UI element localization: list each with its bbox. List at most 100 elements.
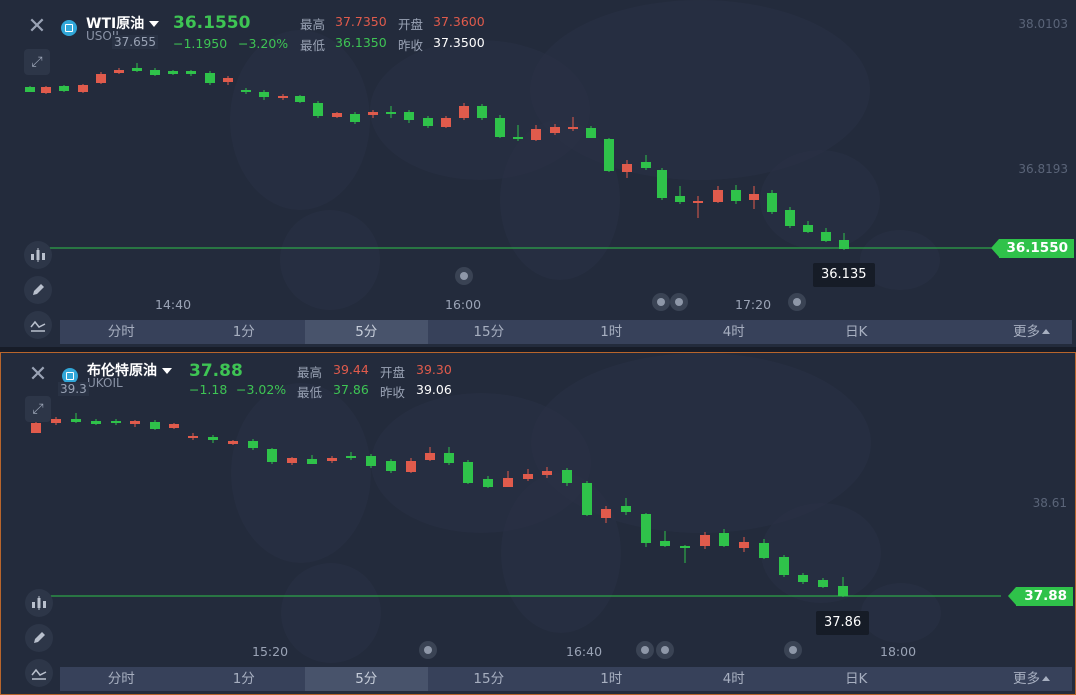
- event-marker-icon[interactable]: [670, 293, 688, 311]
- candlestick: [423, 116, 433, 128]
- candlestick: [803, 221, 813, 233]
- tab-1min[interactable]: 1分: [232, 671, 255, 687]
- event-marker-icon[interactable]: [784, 641, 802, 659]
- candlestick: [523, 469, 533, 481]
- indicator-icon[interactable]: [24, 311, 52, 339]
- draw-pencil-icon[interactable]: [24, 276, 52, 304]
- open-label: 开盘: [398, 17, 424, 32]
- symbol-logo-icon: [61, 20, 77, 36]
- candlestick: [483, 476, 493, 488]
- candlestick: [582, 481, 592, 516]
- tab-daily[interactable]: 日K: [845, 324, 868, 340]
- event-marker-icon[interactable]: [656, 641, 674, 659]
- candlestick: [287, 457, 297, 465]
- panel-divider: [0, 347, 1076, 352]
- chart-type-icon[interactable]: [25, 589, 53, 617]
- candlestick: [779, 555, 789, 577]
- tab-more[interactable]: 更多: [918, 667, 1073, 691]
- candlestick: [477, 104, 487, 120]
- prev-close-label: 昨收: [398, 38, 424, 53]
- event-marker-icon[interactable]: [652, 293, 670, 311]
- tab-1hour[interactable]: 1时: [600, 671, 623, 687]
- candlestick: [327, 456, 337, 463]
- candlestick: [731, 185, 741, 204]
- symbol-code: UKOIL: [87, 376, 123, 390]
- chart-panel-wti[interactable]: ✕ ⤢ WTI原油 USOIL 36.1550 −1.1950 −3.20% 最…: [0, 0, 1076, 347]
- candlestick: [386, 459, 396, 473]
- candlestick: [223, 76, 233, 85]
- tab-daily[interactable]: 日K: [845, 671, 868, 687]
- candlestick: [601, 506, 611, 523]
- candlestick: [59, 85, 69, 92]
- candlestick: [660, 531, 670, 547]
- tab-5min[interactable]: 5分: [305, 667, 428, 691]
- candlestick: [150, 68, 160, 76]
- candlestick: [150, 420, 160, 430]
- candlestick: [459, 103, 469, 120]
- candlestick-chart-brent[interactable]: [1, 353, 1075, 668]
- candlestick: [839, 233, 849, 250]
- tab-15min[interactable]: 15分: [473, 324, 505, 340]
- candlestick: [259, 90, 269, 100]
- draw-pencil-icon[interactable]: [25, 624, 53, 652]
- tab-5min[interactable]: 5分: [305, 320, 428, 344]
- high-label: 最高: [300, 17, 326, 32]
- candlestick: [425, 447, 435, 461]
- chart-type-icon[interactable]: [24, 241, 52, 269]
- world-map-background: [230, 0, 940, 310]
- current-price: 36.1550: [173, 13, 251, 33]
- candlestick: [91, 419, 101, 425]
- candlestick: [25, 86, 35, 92]
- tab-fenshi[interactable]: 分时: [107, 671, 135, 687]
- candlestick: [641, 155, 651, 170]
- timeframe-tabbar: 分时 1分 5分 15分 1时 4时 日K 更多: [60, 667, 1072, 691]
- current-price-tag: 37.88: [1008, 587, 1073, 606]
- low-price-tooltip: 36.135: [813, 263, 875, 287]
- high-value: 37.7350: [335, 14, 387, 29]
- expand-icon[interactable]: ⤢: [25, 396, 51, 422]
- price-change-pct: −3.02%: [236, 382, 287, 397]
- candlestick: [463, 460, 473, 484]
- candlestick: [114, 68, 124, 74]
- candlestick: [444, 447, 454, 465]
- candlestick: [406, 458, 416, 473]
- peak-price-label: 37.655: [112, 35, 158, 49]
- timeframe-tabbar: 分时 1分 5分 15分 1时 4时 日K 更多: [60, 320, 1072, 344]
- chart-panel-brent[interactable]: ✕ ⤢ 布伦特原油 UKOIL 37.88 −1.18 −3.02% 最高 39…: [0, 352, 1076, 695]
- time-axis-label: 15:20: [252, 644, 289, 659]
- candlestick: [641, 513, 651, 547]
- tab-4hour[interactable]: 4时: [722, 324, 745, 340]
- candlestick: [622, 160, 632, 178]
- close-icon[interactable]: ✕: [27, 14, 47, 39]
- candlestick: [368, 110, 378, 118]
- event-marker-icon[interactable]: [455, 267, 473, 285]
- event-marker-icon[interactable]: [636, 641, 654, 659]
- event-marker-icon[interactable]: [788, 293, 806, 311]
- price-change: −1.18: [189, 382, 228, 397]
- candlestick: [513, 125, 523, 141]
- candlestick: [71, 413, 81, 423]
- tab-more[interactable]: 更多: [918, 320, 1073, 344]
- candlestick: [838, 577, 848, 597]
- tab-1min[interactable]: 1分: [232, 324, 255, 340]
- peak-price-label: 39.3: [58, 382, 89, 396]
- close-icon[interactable]: ✕: [28, 362, 48, 387]
- indicator-icon[interactable]: [25, 659, 53, 687]
- low-label: 最低: [300, 38, 326, 53]
- tab-fenshi[interactable]: 分时: [107, 324, 135, 340]
- symbol-name-dropdown[interactable]: WTI原油: [86, 13, 160, 33]
- candlestick: [248, 439, 258, 450]
- tab-15min[interactable]: 15分: [473, 671, 505, 687]
- tab-1hour[interactable]: 1时: [600, 324, 623, 340]
- candlestick: [739, 537, 749, 552]
- event-marker-icon[interactable]: [419, 641, 437, 659]
- candlestick: [295, 95, 305, 103]
- candlestick: [604, 138, 614, 172]
- candlestick-chart-wti[interactable]: [0, 0, 1076, 320]
- symbol-name-dropdown[interactable]: 布伦特原油: [87, 360, 172, 380]
- price-axis-label: 36.8193: [1018, 162, 1068, 176]
- time-axis-label: 14:40: [155, 297, 192, 312]
- expand-icon[interactable]: ⤢: [24, 49, 50, 75]
- candlestick: [495, 115, 505, 138]
- tab-4hour[interactable]: 4时: [722, 671, 745, 687]
